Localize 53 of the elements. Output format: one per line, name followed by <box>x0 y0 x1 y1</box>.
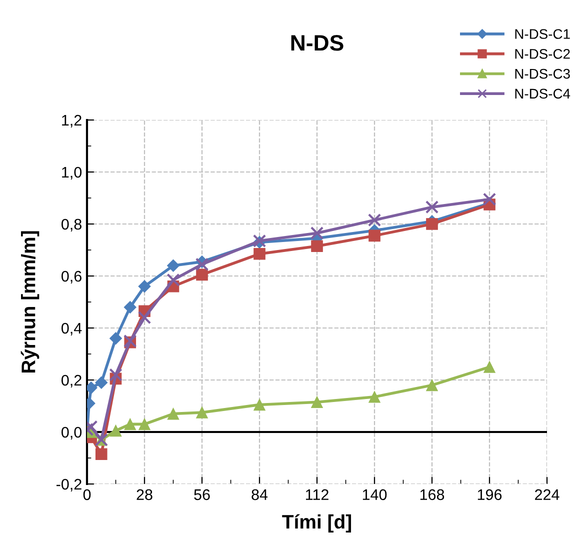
x-tick-label: 84 <box>252 489 268 500</box>
point <box>196 268 208 281</box>
chart-title: N-DS <box>291 35 344 51</box>
legend-label: N-DS-C4 <box>515 88 570 99</box>
point <box>195 258 209 271</box>
x-tick-label: 56 <box>194 489 210 500</box>
point <box>138 280 151 293</box>
x-tick-label: 112 <box>306 489 328 500</box>
point <box>167 259 180 272</box>
point <box>311 396 323 408</box>
point <box>426 379 438 392</box>
legend-label: N-DS-C3 <box>515 68 570 79</box>
point <box>196 406 208 418</box>
point <box>426 218 438 230</box>
point <box>166 273 180 286</box>
point <box>138 418 150 430</box>
y-tick-label: 1,0 <box>62 166 82 180</box>
y-tick-label: -0,2 <box>56 478 82 492</box>
point <box>124 300 136 314</box>
point <box>482 192 496 206</box>
point <box>368 214 382 227</box>
legend-label: N-DS-C1 <box>515 29 570 39</box>
point <box>425 200 439 214</box>
y-tick-label: 0,0 <box>62 426 82 440</box>
point <box>124 418 136 430</box>
point <box>110 424 122 437</box>
y-tick-label: 0,8 <box>62 218 82 232</box>
point <box>138 311 152 324</box>
y-tick-label: 0,6 <box>62 270 82 284</box>
point <box>110 332 122 345</box>
point <box>254 398 266 411</box>
point <box>311 240 323 252</box>
x-tick-label: 168 <box>420 489 444 500</box>
point <box>95 448 108 460</box>
legend-label: N-DS-C2 <box>515 48 570 59</box>
y-tick-label: 0,4 <box>62 322 82 336</box>
point <box>167 408 180 420</box>
point <box>368 390 380 403</box>
point <box>109 368 122 382</box>
x-tick-label: 140 <box>362 489 387 500</box>
y-tick-label: 0,2 <box>62 374 82 388</box>
point <box>310 226 324 240</box>
y-tick-label: 1,2 <box>62 114 82 128</box>
x-tick-label: 28 <box>136 489 152 500</box>
y-axis-title: Rýrnun [mm/m] <box>20 231 40 373</box>
x-axis-title: Tími [d] <box>282 514 352 533</box>
point <box>254 248 266 260</box>
point <box>95 376 108 389</box>
x-tick-label: 196 <box>478 489 502 500</box>
point <box>484 361 496 373</box>
point <box>368 230 380 242</box>
x-tick-label: 224 <box>535 489 560 500</box>
x-tick-label: 0 <box>83 489 91 500</box>
